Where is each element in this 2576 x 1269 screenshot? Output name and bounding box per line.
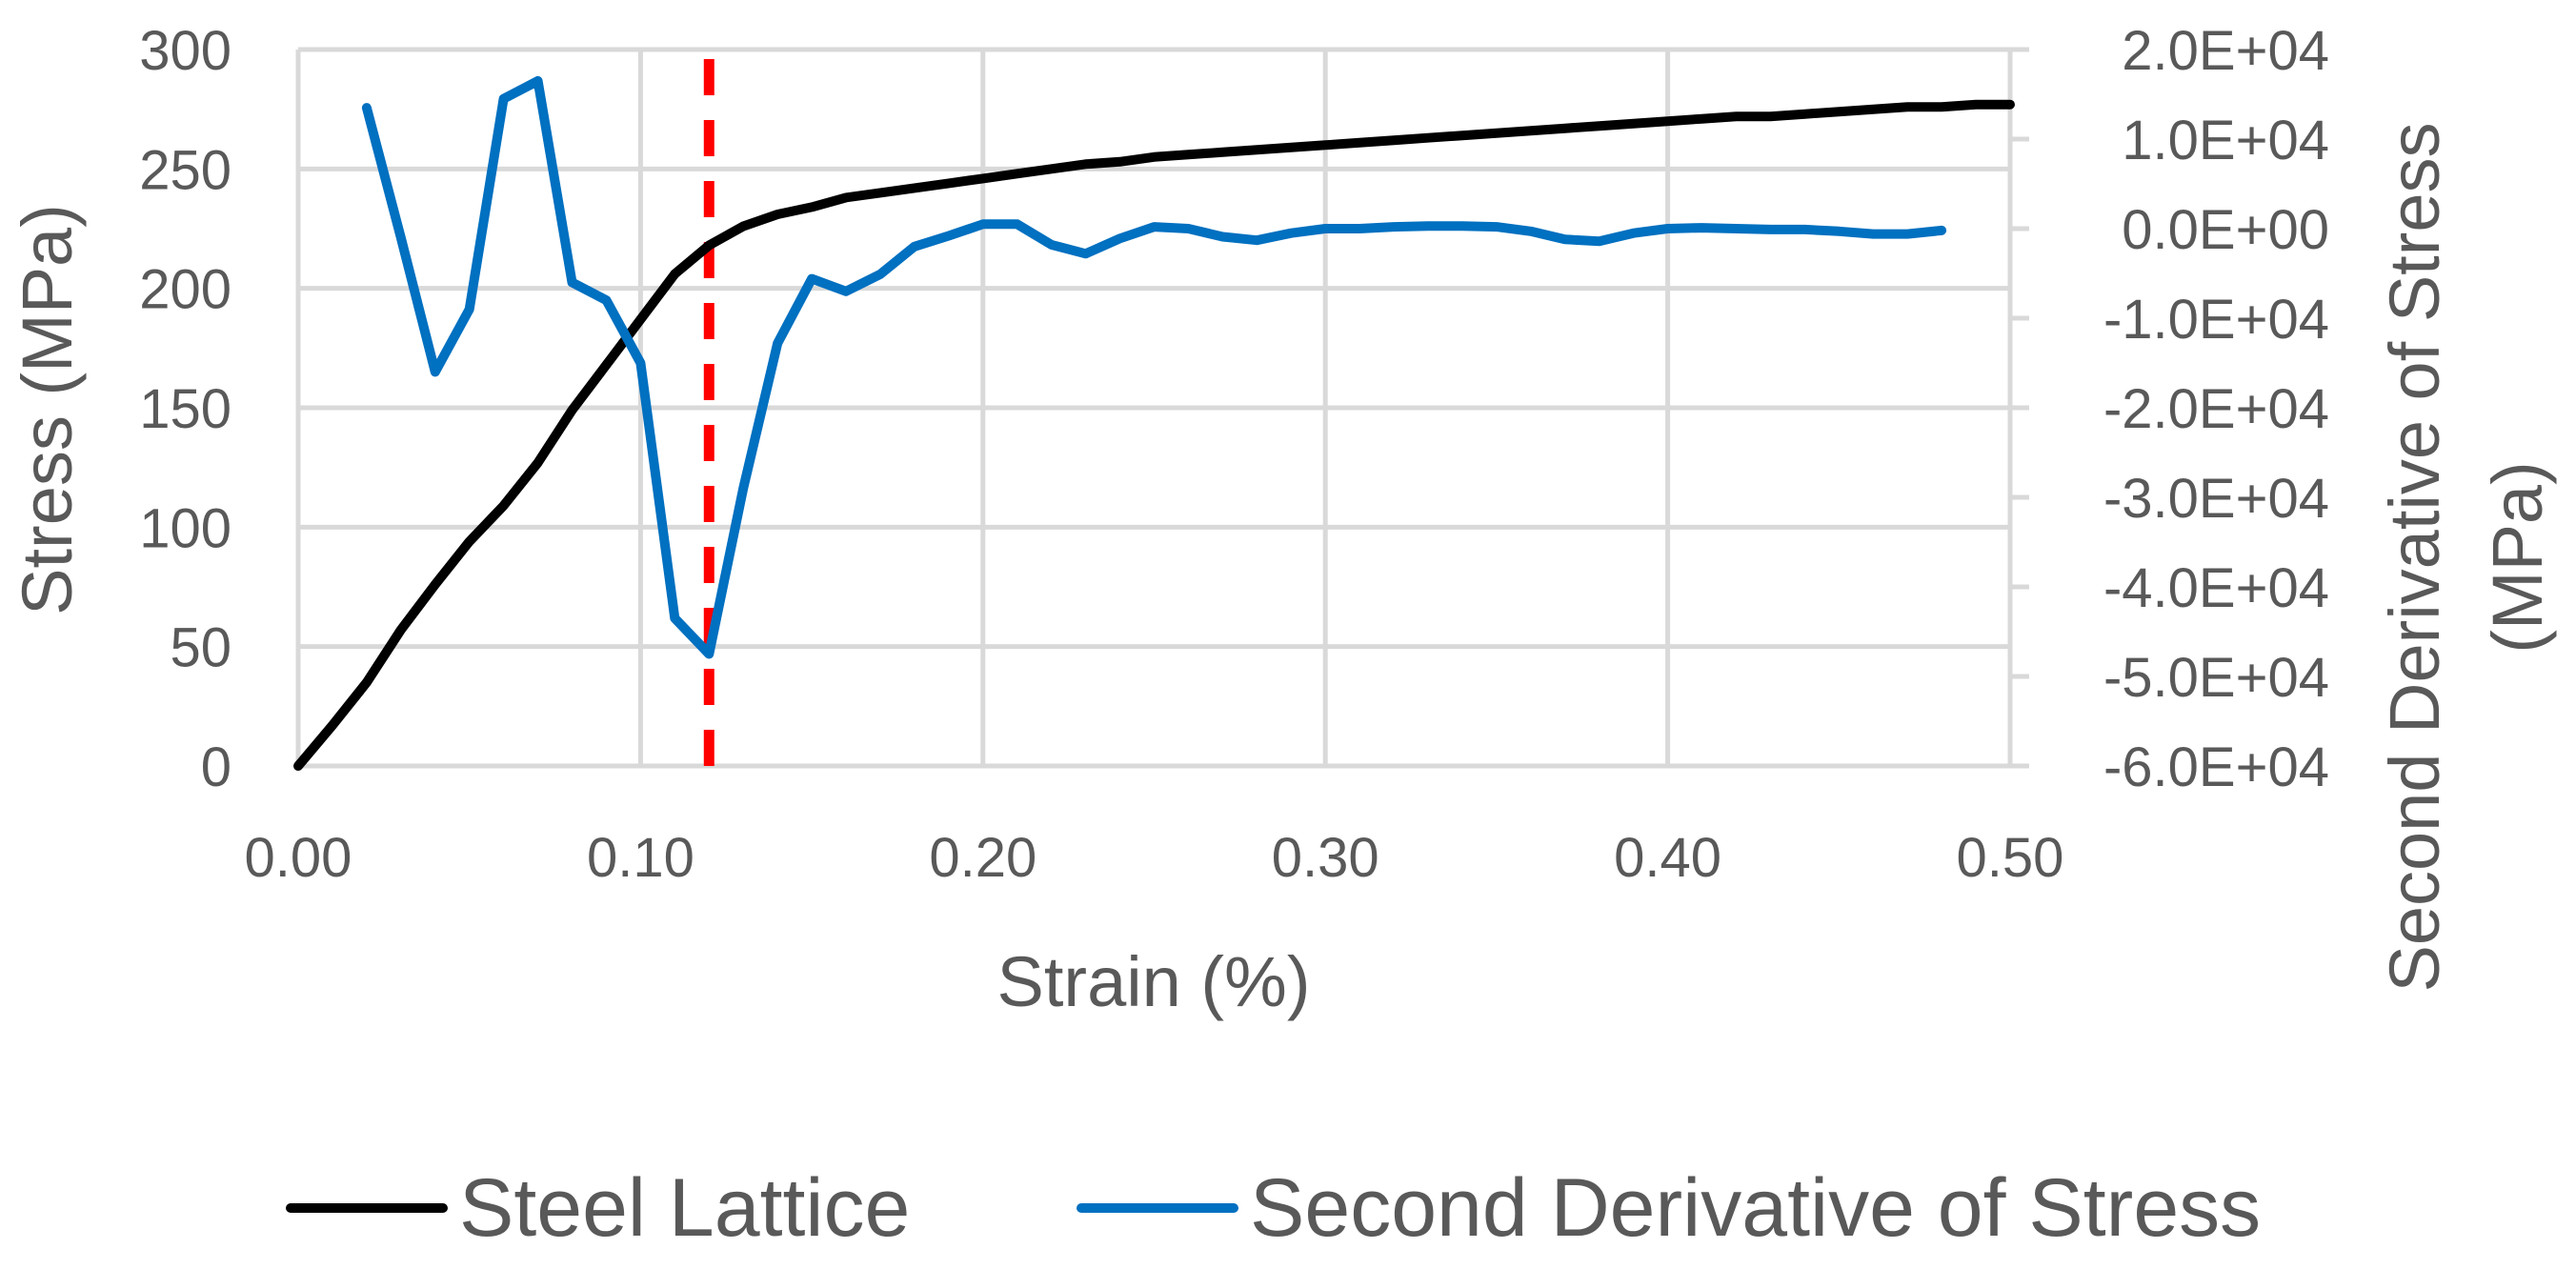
y2-tick-label: -3.0E+04 bbox=[2103, 468, 2329, 530]
y2-tick-label: 0.0E+00 bbox=[2122, 199, 2329, 261]
x-tick-label: 0.00 bbox=[245, 827, 352, 889]
y2-tick-label: -5.0E+04 bbox=[2103, 647, 2329, 709]
y-axis-title: Stress (MPa) bbox=[8, 204, 87, 615]
y-tick-label: 300 bbox=[139, 20, 231, 82]
legend: Steel Lattice Second Derivative of Stres… bbox=[286, 1162, 2261, 1254]
y-tick-label: 200 bbox=[139, 259, 231, 321]
y-tick-label: 50 bbox=[170, 617, 231, 679]
tick-labels: 0 50 100 150 200 250 300 0.00 0.10 0.20 0.30 0.40 0.… bbox=[139, 20, 2329, 889]
legend-label-steel-lattice: Steel Lattice bbox=[459, 1162, 910, 1254]
y2-axis-title-line2: (MPa) bbox=[2478, 461, 2557, 653]
x-axis-title: Strain (%) bbox=[997, 942, 1311, 1021]
legend-label-second-derivative: Second Derivative of Stress bbox=[1250, 1162, 2261, 1254]
y-tick-label: 0 bbox=[201, 736, 231, 798]
y2-tick-label: 2.0E+04 bbox=[2122, 20, 2329, 82]
y-tick-label: 250 bbox=[139, 139, 231, 201]
gridlines bbox=[295, 47, 2029, 769]
series-layer bbox=[293, 75, 2015, 771]
y2-tick-label: -6.0E+04 bbox=[2103, 736, 2329, 798]
y2-tick-label: 1.0E+04 bbox=[2122, 110, 2329, 171]
y2-axis-title-line1: Second Derivative of Stress bbox=[2375, 122, 2454, 992]
series-line-second-derivative bbox=[361, 75, 1947, 659]
x-tick-label: 0.10 bbox=[587, 827, 694, 889]
x-tick-label: 0.20 bbox=[929, 827, 1036, 889]
y-tick-label: 150 bbox=[139, 378, 231, 440]
y-tick-label: 100 bbox=[139, 497, 231, 559]
y2-tick-label: -1.0E+04 bbox=[2103, 289, 2329, 351]
x-tick-label: 0.40 bbox=[1614, 827, 1721, 889]
x-tick-label: 0.30 bbox=[1272, 827, 1379, 889]
y2-tick-label: -2.0E+04 bbox=[2103, 378, 2329, 440]
x-tick-label: 0.50 bbox=[1957, 827, 2064, 889]
y2-tick-label: -4.0E+04 bbox=[2103, 557, 2329, 619]
series-line-steel-lattice bbox=[293, 99, 2015, 771]
